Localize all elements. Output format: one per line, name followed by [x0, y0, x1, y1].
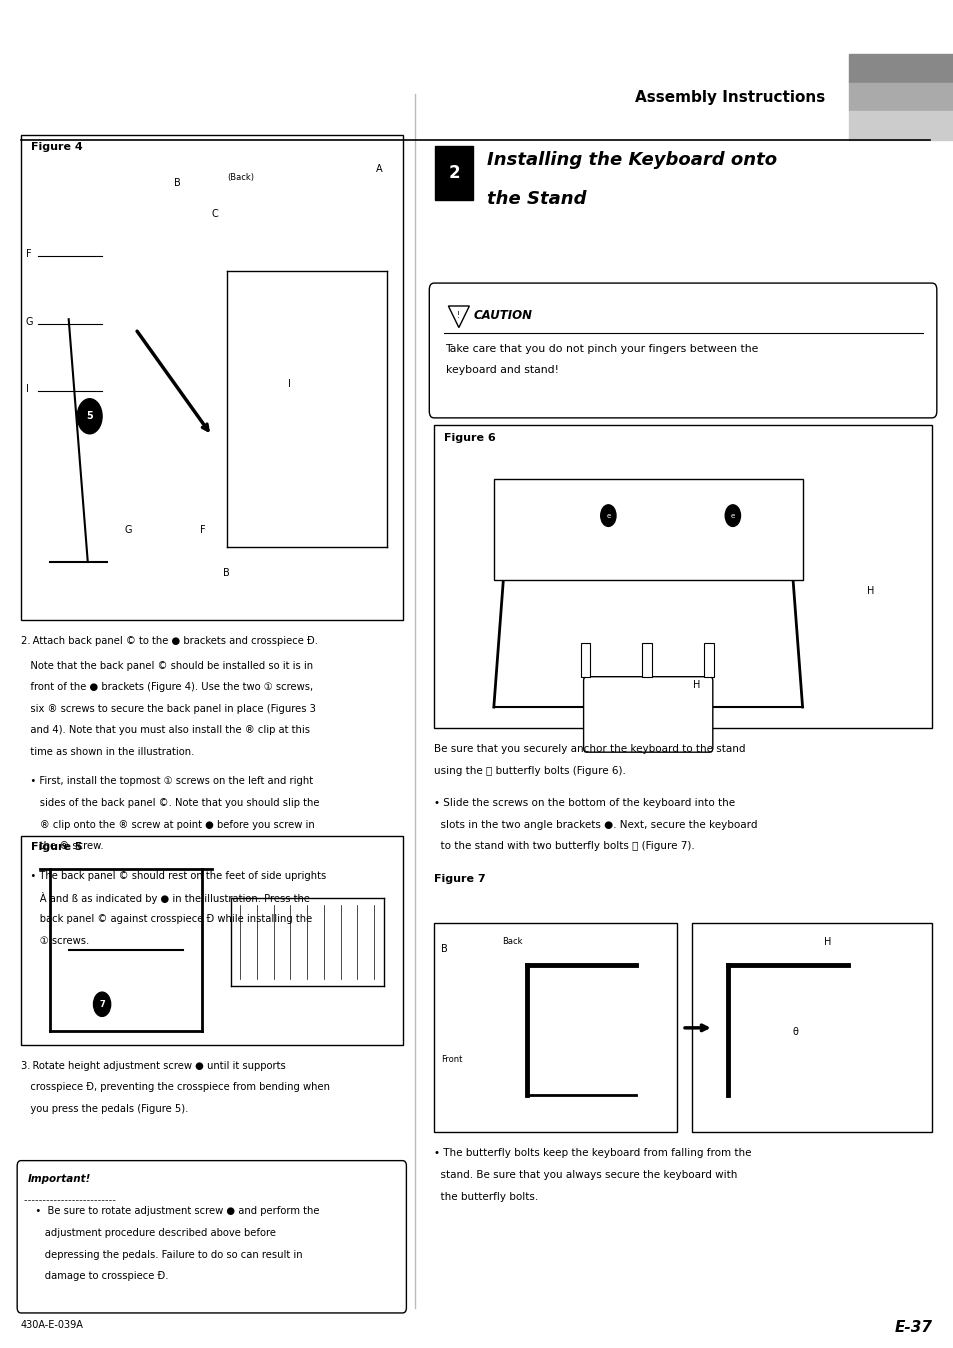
Text: • The butterfly bolts keep the keyboard from falling from the: • The butterfly bolts keep the keyboard … — [434, 1148, 751, 1158]
Text: adjustment procedure described above before: adjustment procedure described above bef… — [26, 1228, 275, 1237]
Bar — [641, 643, 651, 677]
Text: front of the ● brackets (Figure 4). Use the two ① screws,: front of the ● brackets (Figure 4). Use … — [21, 682, 313, 692]
Bar — [848, 82, 953, 112]
Bar — [691, 923, 931, 1132]
Text: ① screws.: ① screws. — [21, 936, 90, 945]
Text: e: e — [730, 512, 734, 519]
Text: crosspiece Ð, preventing the crosspiece from bending when: crosspiece Ð, preventing the crosspiece … — [21, 1082, 330, 1092]
Text: 3. Rotate height adjustment screw ● until it supports: 3. Rotate height adjustment screw ● unti… — [21, 1061, 286, 1070]
Text: • Slide the screws on the bottom of the keyboard into the: • Slide the screws on the bottom of the … — [434, 798, 735, 807]
Text: Figure 4: Figure 4 — [30, 142, 82, 151]
Text: depressing the pedals. Failure to do so can result in: depressing the pedals. Failure to do so … — [26, 1250, 302, 1259]
Text: stand. Be sure that you always secure the keyboard with: stand. Be sure that you always secure th… — [434, 1170, 737, 1180]
Bar — [21, 135, 402, 620]
Text: 430A-E-039A: 430A-E-039A — [21, 1320, 84, 1329]
Text: Important!: Important! — [28, 1174, 91, 1184]
Text: H: H — [823, 937, 830, 946]
Text: using the ⓗ butterfly bolts (Figure 6).: using the ⓗ butterfly bolts (Figure 6). — [434, 766, 625, 775]
Bar — [703, 643, 713, 677]
Text: the butterfly bolts.: the butterfly bolts. — [434, 1192, 537, 1201]
Text: G: G — [26, 317, 33, 326]
Bar — [848, 54, 953, 82]
Text: you press the pedals (Figure 5).: you press the pedals (Figure 5). — [21, 1104, 188, 1113]
Text: slots in the two angle brackets ●. Next, secure the keyboard: slots in the two angle brackets ●. Next,… — [434, 820, 757, 829]
Circle shape — [784, 1019, 803, 1046]
Text: Assembly Instructions: Assembly Instructions — [635, 89, 824, 105]
Bar — [21, 836, 402, 1045]
Text: the Stand: the Stand — [487, 190, 586, 208]
Circle shape — [600, 506, 616, 527]
Text: •  Be sure to rotate adjustment screw ● and perform the: • Be sure to rotate adjustment screw ● a… — [26, 1206, 319, 1216]
Text: F: F — [200, 524, 206, 535]
Text: I: I — [26, 384, 29, 394]
Text: À and ß as indicated by ● in the illustration. Press the: À and ß as indicated by ● in the illustr… — [21, 892, 310, 905]
Circle shape — [93, 992, 111, 1016]
Text: H: H — [692, 681, 700, 690]
Text: H: H — [866, 586, 874, 596]
Circle shape — [724, 506, 740, 527]
Text: back panel © against crosspiece Ð while installing the: back panel © against crosspiece Ð while … — [21, 914, 312, 923]
Text: 2. Attach back panel © to the ● brackets and crosspiece Ð.: 2. Attach back panel © to the ● brackets… — [21, 636, 317, 646]
Text: time as shown in the illustration.: time as shown in the illustration. — [21, 747, 194, 756]
Text: 7: 7 — [99, 1000, 105, 1008]
Text: to the stand with two butterfly bolts ⓗ (Figure 7).: to the stand with two butterfly bolts ⓗ … — [434, 841, 694, 851]
Text: A: A — [375, 164, 382, 174]
Text: I: I — [288, 379, 291, 390]
FancyBboxPatch shape — [429, 283, 936, 418]
Text: damage to crosspiece Ð.: damage to crosspiece Ð. — [26, 1271, 168, 1281]
Text: Figure 5: Figure 5 — [30, 842, 82, 852]
Text: e: e — [605, 512, 610, 519]
Text: Front: Front — [440, 1054, 461, 1064]
FancyBboxPatch shape — [583, 677, 712, 752]
Text: G: G — [124, 524, 132, 535]
Circle shape — [77, 399, 102, 434]
Text: B: B — [223, 569, 230, 578]
Text: C: C — [212, 209, 218, 218]
Text: Back: Back — [501, 937, 522, 946]
Text: E-37: E-37 — [894, 1320, 932, 1335]
FancyBboxPatch shape — [17, 1161, 406, 1313]
Text: six ® screws to secure the back panel in place (Figures 3: six ® screws to secure the back panel in… — [21, 704, 315, 713]
Text: the ® screw.: the ® screw. — [21, 841, 104, 851]
Text: Take care that you do not pinch your fingers between the: Take care that you do not pinch your fin… — [445, 344, 758, 353]
Text: • The back panel © should rest on the feet of side uprights: • The back panel © should rest on the fe… — [21, 871, 326, 880]
Text: (Back): (Back) — [227, 173, 253, 182]
Bar — [494, 479, 801, 580]
Text: sides of the back panel ©. Note that you should slip the: sides of the back panel ©. Note that you… — [21, 798, 319, 807]
Bar — [434, 923, 677, 1132]
Text: B: B — [173, 178, 180, 187]
Text: • First, install the topmost ① screws on the left and right: • First, install the topmost ① screws on… — [21, 776, 313, 786]
Text: Installing the Keyboard onto: Installing the Keyboard onto — [487, 151, 777, 168]
Text: B: B — [440, 944, 447, 953]
Text: θ: θ — [791, 1027, 797, 1037]
Text: Be sure that you securely anchor the keyboard to the stand: Be sure that you securely anchor the key… — [434, 744, 745, 754]
Text: 2: 2 — [448, 163, 459, 182]
Text: Figure 6: Figure 6 — [443, 433, 495, 442]
Text: keyboard and stand!: keyboard and stand! — [445, 365, 558, 375]
Text: 5: 5 — [86, 411, 93, 422]
Bar — [435, 146, 473, 200]
Text: CAUTION: CAUTION — [473, 309, 532, 322]
Bar — [848, 112, 953, 140]
Text: F: F — [26, 249, 31, 259]
Text: Note that the back panel © should be installed so it is in: Note that the back panel © should be ins… — [21, 661, 313, 670]
Text: and 4). Note that you must also install the ® clip at this: and 4). Note that you must also install … — [21, 725, 310, 735]
Bar — [580, 643, 590, 677]
Text: ® clip onto the ® screw at point ● before you screw in: ® clip onto the ® screw at point ● befor… — [21, 820, 314, 829]
Text: Figure 7: Figure 7 — [434, 874, 485, 883]
Bar — [434, 425, 931, 728]
Text: !: ! — [456, 311, 460, 319]
